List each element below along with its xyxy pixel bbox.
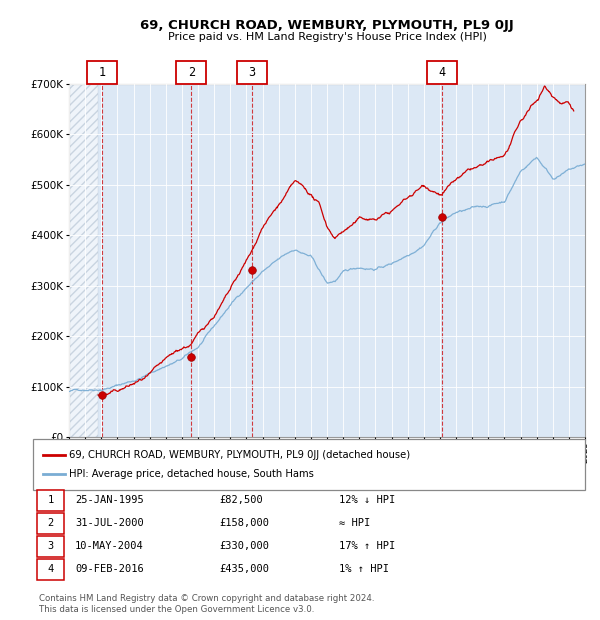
Text: 31-JUL-2000: 31-JUL-2000 — [75, 518, 144, 528]
Text: £435,000: £435,000 — [219, 564, 269, 574]
Text: 09-FEB-2016: 09-FEB-2016 — [75, 564, 144, 574]
Text: 4: 4 — [47, 564, 53, 574]
Text: HPI: Average price, detached house, South Hams: HPI: Average price, detached house, Sout… — [69, 469, 314, 479]
Text: Price paid vs. HM Land Registry's House Price Index (HPI): Price paid vs. HM Land Registry's House … — [167, 32, 487, 42]
Text: 12% ↓ HPI: 12% ↓ HPI — [339, 495, 395, 505]
Text: 4: 4 — [438, 66, 445, 79]
Text: 10-MAY-2004: 10-MAY-2004 — [75, 541, 144, 551]
Text: 1: 1 — [99, 66, 106, 79]
Text: 3: 3 — [248, 66, 256, 79]
Text: ≈ HPI: ≈ HPI — [339, 518, 370, 528]
FancyBboxPatch shape — [237, 61, 267, 84]
Text: 2: 2 — [47, 518, 53, 528]
Text: 2: 2 — [188, 66, 195, 79]
FancyBboxPatch shape — [88, 61, 118, 84]
FancyBboxPatch shape — [427, 61, 457, 84]
Text: Contains HM Land Registry data © Crown copyright and database right 2024.
This d: Contains HM Land Registry data © Crown c… — [39, 595, 374, 614]
Text: £330,000: £330,000 — [219, 541, 269, 551]
Text: £158,000: £158,000 — [219, 518, 269, 528]
Text: 1% ↑ HPI: 1% ↑ HPI — [339, 564, 389, 574]
Text: 25-JAN-1995: 25-JAN-1995 — [75, 495, 144, 505]
Text: 1: 1 — [47, 495, 53, 505]
Text: £82,500: £82,500 — [219, 495, 263, 505]
Text: 69, CHURCH ROAD, WEMBURY, PLYMOUTH, PL9 0JJ (detached house): 69, CHURCH ROAD, WEMBURY, PLYMOUTH, PL9 … — [69, 450, 410, 459]
Text: 69, CHURCH ROAD, WEMBURY, PLYMOUTH, PL9 0JJ: 69, CHURCH ROAD, WEMBURY, PLYMOUTH, PL9 … — [140, 19, 514, 32]
Text: 3: 3 — [47, 541, 53, 551]
FancyBboxPatch shape — [176, 61, 206, 84]
Text: 17% ↑ HPI: 17% ↑ HPI — [339, 541, 395, 551]
